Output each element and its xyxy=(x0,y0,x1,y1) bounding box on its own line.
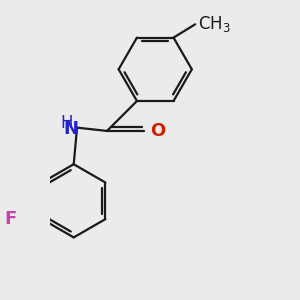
Text: O: O xyxy=(150,122,166,140)
Text: H: H xyxy=(61,114,73,132)
Text: N: N xyxy=(64,120,79,138)
Text: F: F xyxy=(5,210,17,228)
Text: CH$_3$: CH$_3$ xyxy=(199,14,231,34)
